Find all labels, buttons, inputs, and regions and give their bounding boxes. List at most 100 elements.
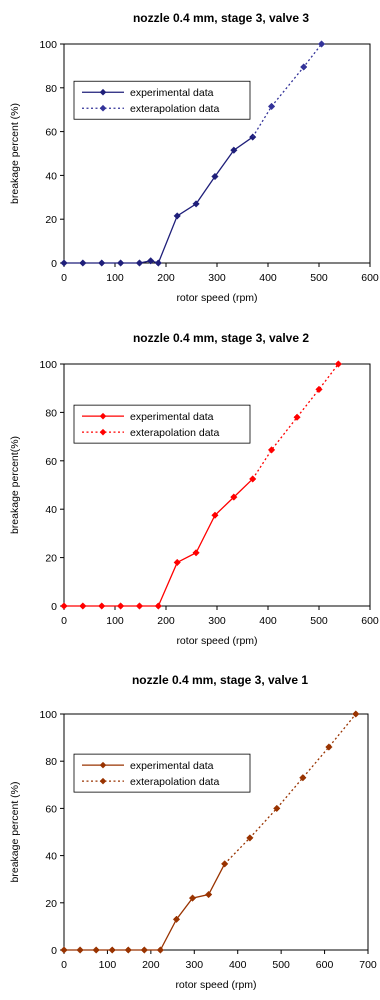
- chart-title: nozzle 0.4 mm, stage 3, valve 1: [132, 673, 308, 687]
- data-point-marker: [273, 804, 281, 813]
- x-tick-label: 0: [61, 615, 67, 627]
- x-tick-label: 600: [361, 272, 379, 284]
- legend-entry: experimental data: [130, 87, 214, 99]
- data-point-marker: [79, 602, 87, 610]
- legend-entry: exterapolation data: [130, 427, 219, 439]
- plot-area-frame: [63, 713, 369, 951]
- chart-svg-valve-1: nozzle 0.4 mm, stage 3, valve 1 0 20 40 60 80…: [9, 673, 377, 991]
- x-axis-label: rotor speed (rpm): [176, 292, 257, 304]
- data-point-marker: [317, 40, 326, 48]
- legend-marker: [99, 104, 107, 112]
- x-tick-label: 500: [272, 959, 290, 971]
- y-tick-label: 100: [39, 39, 57, 51]
- x-tick-label: 300: [208, 272, 226, 284]
- chart-panel-valve-1: nozzle 0.4 mm, stage 3, valve 1 0 20 40 60 80…: [0, 660, 380, 991]
- data-point-marker: [325, 743, 333, 751]
- data-point-marker: [140, 946, 148, 954]
- x-tick-label: 300: [186, 959, 204, 971]
- series-line-extrapolation: [252, 363, 339, 480]
- data-point-marker: [334, 360, 343, 368]
- chart-panel-valve-2: nozzle 0.4 mm, stage 3, valve 2 0 20 40 60 80…: [0, 320, 380, 650]
- x-tick-label: 200: [157, 615, 175, 627]
- data-point-marker: [116, 602, 125, 610]
- data-point-marker: [246, 834, 254, 842]
- series-line-experimental: [64, 863, 226, 951]
- y-tick-label: 0: [51, 601, 57, 613]
- legend-box: [73, 404, 251, 444]
- y-tick-label: 20: [45, 553, 57, 565]
- y-axis-label: breakage percent (%): [9, 103, 21, 204]
- series-line-extrapolation: [224, 713, 357, 865]
- legend-entry: experimental data: [130, 760, 214, 772]
- chart-svg-valve-3: nozzle 0.4 mm, stage 3, valve 3 0 20 40 60 80…: [9, 11, 379, 304]
- x-tick-label: 100: [99, 959, 117, 971]
- data-point-marker: [156, 946, 165, 954]
- data-point-marker: [352, 710, 360, 718]
- data-point-marker: [192, 549, 200, 557]
- data-point-marker: [249, 475, 257, 483]
- data-point-marker: [108, 946, 116, 954]
- x-tick-label: 600: [316, 959, 334, 971]
- chart-title: nozzle 0.4 mm, stage 3, valve 2: [133, 331, 309, 345]
- y-tick-label: 0: [51, 945, 57, 957]
- x-tick-label: 600: [361, 615, 379, 627]
- y-tick-label: 60: [45, 127, 57, 139]
- data-point-marker: [300, 63, 308, 71]
- data-point-marker: [293, 413, 301, 421]
- data-point-marker: [230, 146, 238, 154]
- y-tick-label: 40: [45, 851, 57, 863]
- data-point-marker: [76, 946, 84, 954]
- data-point-marker: [204, 890, 213, 899]
- data-point-marker: [60, 602, 68, 610]
- x-tick-label: 300: [208, 615, 226, 627]
- data-point-marker: [154, 259, 163, 267]
- x-axis-label: rotor speed (rpm): [176, 635, 257, 647]
- y-tick-label: 20: [45, 898, 57, 910]
- x-tick-label: 200: [142, 959, 160, 971]
- data-point-marker: [147, 257, 155, 265]
- legend-box: [73, 80, 251, 120]
- data-point-marker: [116, 259, 125, 267]
- legend-marker: [99, 88, 107, 96]
- x-tick-label: 100: [106, 272, 124, 284]
- y-tick-label: 80: [45, 756, 57, 768]
- series-line-experimental: [64, 136, 254, 264]
- x-tick-label: 200: [157, 272, 175, 284]
- y-tick-label: 40: [45, 170, 57, 182]
- y-tick-label: 40: [45, 504, 57, 516]
- x-tick-label: 100: [106, 615, 124, 627]
- chart-panel-valve-3: nozzle 0.4 mm, stage 3, valve 3 0 20 40 60 80…: [0, 0, 380, 330]
- data-point-marker: [267, 102, 276, 111]
- data-point-marker: [60, 259, 68, 267]
- x-tick-label: 400: [259, 615, 277, 627]
- data-point-marker: [154, 602, 163, 610]
- legend-entry: exterapolation data: [130, 103, 219, 115]
- y-tick-label: 20: [45, 214, 57, 226]
- data-point-marker: [211, 172, 219, 181]
- data-point-marker: [98, 259, 106, 267]
- x-axis-label: rotor speed (rpm): [175, 979, 256, 991]
- x-tick-label: 400: [259, 272, 277, 284]
- legend-entry: experimental data: [130, 411, 214, 423]
- x-tick-label: 500: [310, 615, 328, 627]
- y-tick-label: 100: [39, 709, 57, 721]
- data-point-marker: [60, 946, 68, 954]
- data-point-marker: [315, 385, 323, 394]
- y-tick-label: 80: [45, 407, 57, 419]
- x-tick-label: 0: [61, 272, 67, 284]
- chart-svg-valve-2: nozzle 0.4 mm, stage 3, valve 2 0 20 40 60 80…: [9, 331, 379, 647]
- data-point-marker: [92, 946, 100, 954]
- series-line-experimental: [64, 478, 254, 607]
- data-point-marker: [230, 493, 238, 501]
- data-point-marker: [135, 602, 144, 610]
- data-point-marker: [211, 511, 219, 519]
- y-axis-label: breakage percent (%): [9, 782, 21, 883]
- legend-entry: exterapolation data: [130, 776, 219, 788]
- y-tick-label: 60: [45, 456, 57, 468]
- legend-box: [73, 753, 251, 793]
- data-point-marker: [173, 212, 181, 220]
- data-point-marker: [192, 200, 200, 208]
- plot-area-frame: [63, 43, 371, 264]
- data-point-marker: [267, 446, 276, 454]
- x-tick-label: 500: [310, 272, 328, 284]
